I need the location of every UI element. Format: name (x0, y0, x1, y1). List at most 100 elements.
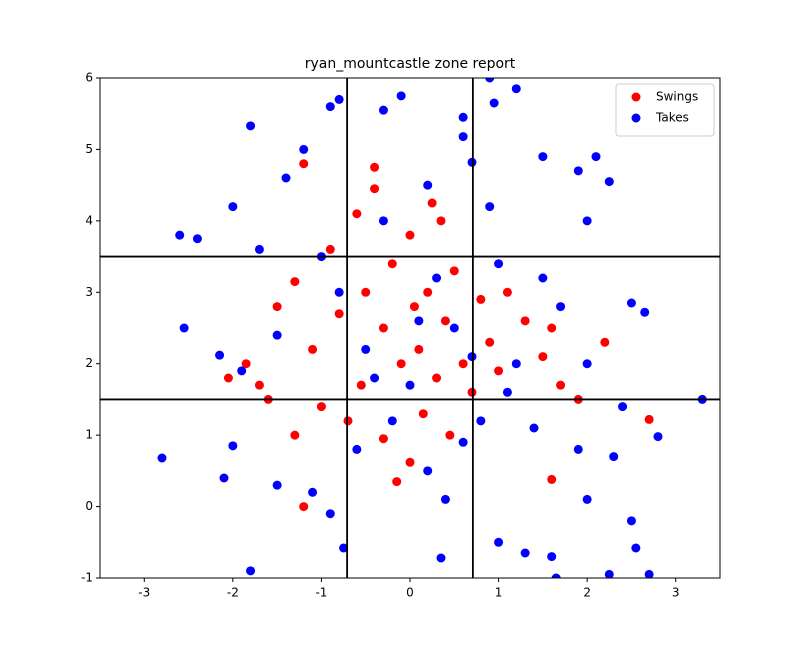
point (547, 552, 557, 562)
point (246, 121, 256, 131)
point (228, 441, 238, 451)
point (179, 323, 189, 333)
point (494, 366, 504, 376)
x-tick-label: -2 (227, 586, 239, 600)
point (485, 78, 495, 83)
point (405, 230, 415, 240)
point (582, 494, 592, 504)
point (485, 337, 495, 347)
point (334, 94, 344, 104)
point (436, 553, 446, 563)
point (223, 373, 233, 383)
point (378, 323, 388, 333)
point (436, 216, 446, 226)
point (254, 244, 264, 254)
point (427, 198, 437, 208)
point (582, 359, 592, 369)
x-tick-label: 2 (583, 586, 591, 600)
point (591, 152, 601, 162)
point (449, 266, 459, 276)
y-tick-label: 6 (85, 71, 93, 85)
point (458, 112, 468, 122)
point (423, 180, 433, 190)
point (547, 474, 557, 484)
point (325, 102, 335, 112)
point (299, 502, 309, 512)
point (520, 548, 530, 558)
legend-marker (631, 92, 641, 102)
point (387, 259, 397, 269)
point (299, 159, 309, 169)
point (308, 487, 318, 497)
point (272, 330, 282, 340)
point (254, 380, 264, 390)
point (573, 166, 583, 176)
point (387, 416, 397, 426)
point (653, 432, 663, 442)
point (449, 323, 459, 333)
point (378, 434, 388, 444)
point (192, 234, 202, 244)
point (432, 373, 442, 383)
point (215, 350, 225, 360)
point (476, 416, 486, 426)
point (529, 423, 539, 433)
point (440, 316, 450, 326)
point (334, 287, 344, 297)
point (356, 380, 366, 390)
point (494, 259, 504, 269)
x-tick-label: 0 (406, 586, 414, 600)
y-tick-label: 0 (85, 499, 93, 513)
point (494, 537, 504, 547)
legend-marker (631, 113, 641, 123)
point (618, 402, 628, 412)
point (228, 202, 238, 212)
point (502, 387, 512, 397)
point (308, 344, 318, 354)
point (219, 473, 229, 483)
point (631, 543, 641, 553)
point (485, 202, 495, 212)
point (361, 287, 371, 297)
x-tick-label: 1 (495, 586, 503, 600)
point (556, 380, 566, 390)
point (458, 359, 468, 369)
point (405, 457, 415, 467)
point (440, 494, 450, 504)
point (640, 307, 650, 317)
point (378, 105, 388, 115)
point (423, 287, 433, 297)
point (352, 209, 362, 219)
point (445, 430, 455, 440)
point (423, 466, 433, 476)
point (175, 230, 185, 240)
point (626, 298, 636, 308)
y-tick-label: 3 (85, 285, 93, 299)
legend-label: Takes (655, 111, 689, 125)
point (334, 309, 344, 319)
point (626, 516, 636, 526)
point (538, 273, 548, 283)
chart-title: ryan_mountcastle zone report (305, 56, 516, 72)
point (246, 566, 256, 576)
point (414, 316, 424, 326)
point (511, 84, 521, 94)
point (157, 453, 167, 463)
point (409, 302, 419, 312)
point (644, 414, 654, 424)
point (418, 409, 428, 419)
point (272, 302, 282, 312)
point (339, 543, 349, 553)
point (241, 359, 251, 369)
point (520, 316, 530, 326)
y-tick-label: 4 (85, 213, 93, 227)
point (316, 402, 326, 412)
point (290, 430, 300, 440)
point (392, 477, 402, 487)
point (370, 184, 380, 194)
plot-frame (99, 77, 721, 579)
point (604, 177, 614, 187)
plot-area (100, 78, 720, 578)
point (396, 91, 406, 101)
